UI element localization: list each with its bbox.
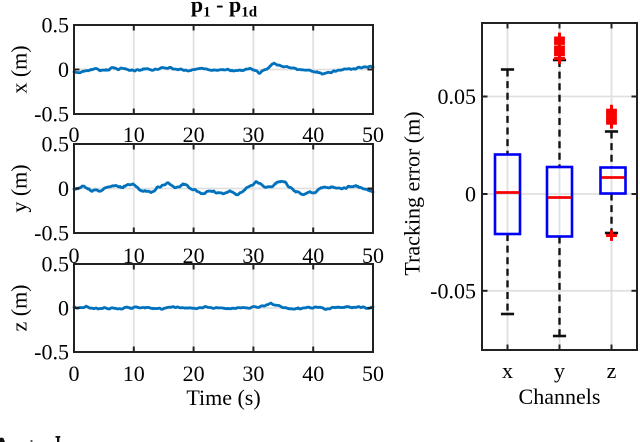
svg-text:Tracking error (m): Tracking error (m) <box>400 111 425 275</box>
svg-text:Time (s): Time (s) <box>186 385 260 410</box>
svg-text:x (m): x (m) <box>7 45 32 93</box>
svg-text:-0.5: -0.5 <box>34 340 69 365</box>
svg-text:x: x <box>502 358 513 383</box>
svg-text:0: 0 <box>58 57 69 82</box>
svg-text:40: 40 <box>302 122 324 147</box>
svg-text:0: 0 <box>69 122 80 147</box>
svg-text:0.05: 0.05 <box>438 84 477 109</box>
svg-text:0: 0 <box>465 182 476 207</box>
svg-text:p1 - p1d: p1 - p1d <box>191 0 258 21</box>
svg-text:50: 50 <box>362 122 384 147</box>
svg-text:z (m): z (m) <box>7 284 32 331</box>
svg-text:40: 40 <box>302 361 324 386</box>
svg-text:50: 50 <box>362 243 384 268</box>
svg-text:20: 20 <box>183 122 205 147</box>
svg-text:0: 0 <box>69 361 80 386</box>
svg-text:0.5: 0.5 <box>42 13 70 38</box>
svg-text:y (m): y (m) <box>7 164 32 212</box>
svg-text:0: 0 <box>58 176 69 201</box>
svg-text:y: y <box>554 358 565 383</box>
svg-text:10: 10 <box>123 122 145 147</box>
svg-text:-0.5: -0.5 <box>34 102 69 127</box>
svg-text:40: 40 <box>302 243 324 268</box>
svg-text:Channels: Channels <box>519 384 601 409</box>
svg-text:30: 30 <box>242 122 264 147</box>
svg-text:10: 10 <box>123 361 145 386</box>
svg-text:0.5: 0.5 <box>42 252 70 277</box>
svg-text:30: 30 <box>242 243 264 268</box>
svg-text:20: 20 <box>183 361 205 386</box>
svg-text:z: z <box>607 358 617 383</box>
svg-text:0.5: 0.5 <box>42 132 70 157</box>
svg-text:0: 0 <box>58 296 69 321</box>
svg-text:-0.5: -0.5 <box>34 221 69 246</box>
svg-text:50: 50 <box>362 361 384 386</box>
svg-text:-0.05: -0.05 <box>430 278 476 303</box>
svg-text:30: 30 <box>242 361 264 386</box>
svg-text:0: 0 <box>69 243 80 268</box>
svg-text:20: 20 <box>183 243 205 268</box>
svg-text:10: 10 <box>123 243 145 268</box>
